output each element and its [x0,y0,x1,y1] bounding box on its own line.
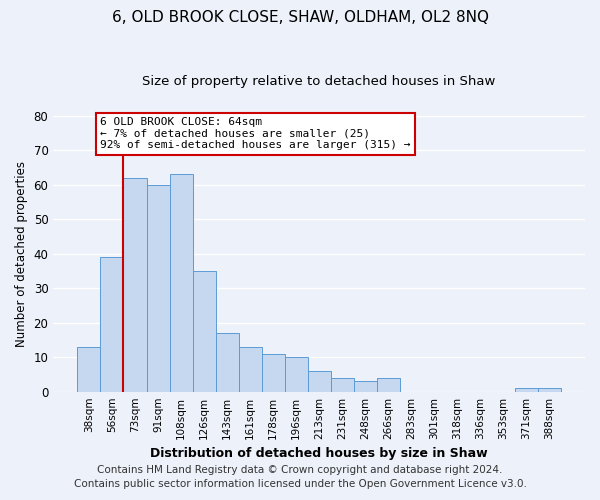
Title: Size of property relative to detached houses in Shaw: Size of property relative to detached ho… [142,75,496,88]
Bar [100,257,124,392]
Bar [538,388,561,392]
Bar [515,388,538,392]
Text: 6 OLD BROOK CLOSE: 64sqm
← 7% of detached houses are smaller (25)
92% of semi-de: 6 OLD BROOK CLOSE: 64sqm ← 7% of detache… [100,118,411,150]
Bar [146,184,170,392]
Text: Contains HM Land Registry data © Crown copyright and database right 2024.
Contai: Contains HM Land Registry data © Crown c… [74,465,526,489]
Bar [308,371,331,392]
Bar [262,354,284,392]
Bar [331,378,353,392]
Bar [77,347,100,392]
Bar [353,382,377,392]
Bar [215,333,239,392]
Bar [377,378,400,392]
X-axis label: Distribution of detached houses by size in Shaw: Distribution of detached houses by size … [151,447,488,460]
Bar [124,178,146,392]
Bar [239,347,262,392]
Y-axis label: Number of detached properties: Number of detached properties [15,160,28,346]
Text: 6, OLD BROOK CLOSE, SHAW, OLDHAM, OL2 8NQ: 6, OLD BROOK CLOSE, SHAW, OLDHAM, OL2 8N… [112,10,488,25]
Bar [170,174,193,392]
Bar [193,271,215,392]
Bar [284,357,308,392]
